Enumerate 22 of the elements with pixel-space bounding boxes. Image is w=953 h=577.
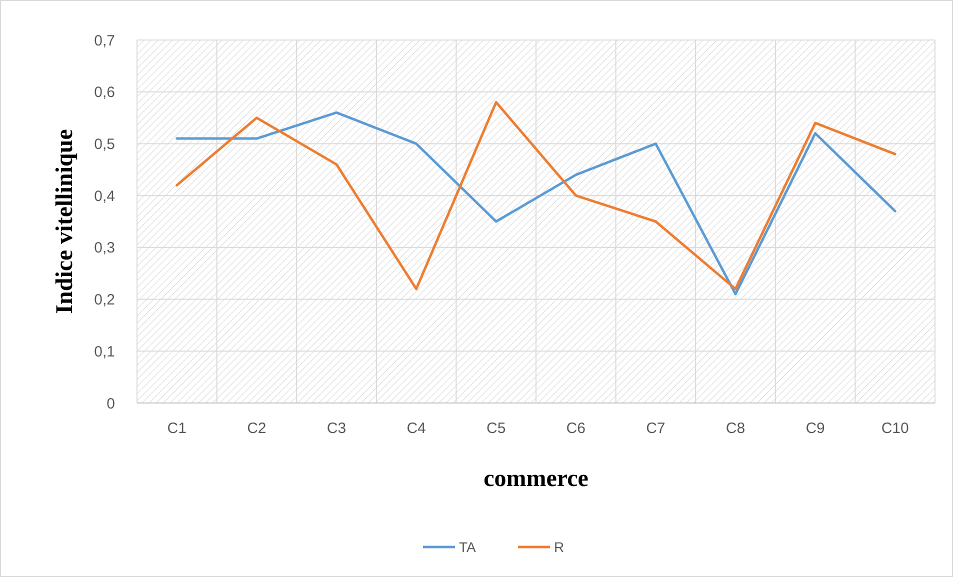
- legend-label: TA: [459, 538, 477, 555]
- x-tick-label: C5: [486, 420, 506, 437]
- legend-label: R: [554, 538, 564, 555]
- y-tick-label: 0,6: [94, 84, 115, 102]
- x-tick-label: C8: [726, 420, 746, 437]
- x-tick-label: C9: [806, 420, 825, 437]
- y-tick-label: 0,1: [94, 343, 115, 360]
- x-axis-title: commerce: [484, 466, 589, 492]
- x-tick-label: C1: [167, 420, 186, 437]
- x-tick-label: C3: [326, 420, 346, 437]
- x-tick-label: C4: [406, 420, 426, 437]
- x-tick-label: C7: [646, 420, 666, 437]
- y-tick-label: 0,2: [94, 292, 115, 309]
- x-tick-label: C6: [566, 420, 586, 437]
- y-tick-label: 0,7: [94, 32, 115, 50]
- y-tick-label: 0,4: [94, 188, 115, 205]
- y-tick-label: 0: [106, 395, 115, 412]
- x-tick-label: C10: [881, 420, 909, 437]
- x-tick-label: C2: [247, 420, 266, 437]
- y-tick-label: 0,3: [94, 240, 115, 257]
- y-tick-label: 0,5: [94, 136, 115, 153]
- y-axis-title: Indice vitellinique: [52, 128, 78, 314]
